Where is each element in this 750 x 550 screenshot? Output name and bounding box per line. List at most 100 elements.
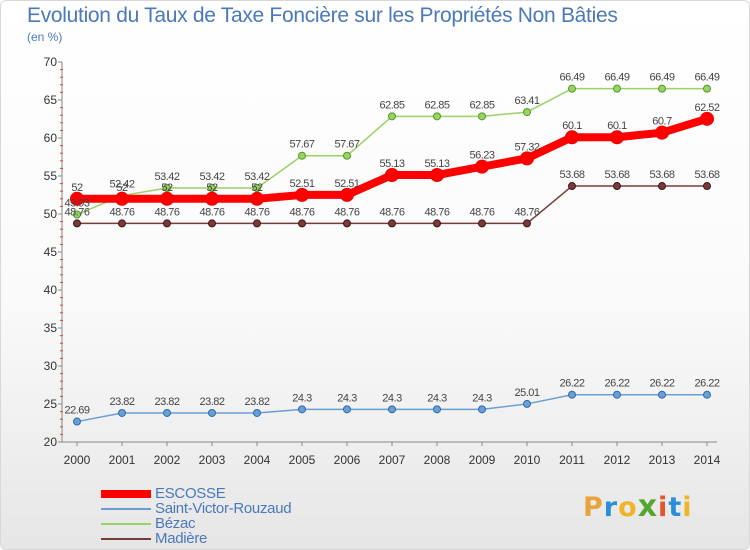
data-point-madi-re <box>568 182 576 191</box>
y-tick-label: 50 <box>44 207 58 221</box>
data-point-escosse <box>655 125 669 140</box>
data-point-madi-re <box>478 219 486 228</box>
logo-letter: x <box>637 489 659 524</box>
data-point-saint-victor-rouzaud <box>703 390 711 399</box>
data-label-b-zac: 66.49 <box>649 72 674 84</box>
data-point-escosse <box>115 191 129 206</box>
data-label-madi-re: 53.68 <box>694 169 719 181</box>
data-point-madi-re <box>703 182 711 191</box>
data-label-escosse: 62.52 <box>694 102 719 114</box>
data-label-escosse: 52 <box>206 182 218 194</box>
x-tick-label: 2013 <box>649 453 676 467</box>
legend-label: ESCOSSE <box>155 485 226 502</box>
data-point-escosse <box>70 191 84 206</box>
y-tick-label: 40 <box>44 283 58 297</box>
data-point-escosse <box>565 130 579 145</box>
data-label-saint-victor-rouzaud: 24.3 <box>337 392 357 404</box>
data-label-saint-victor-rouzaud: 26.22 <box>694 378 719 390</box>
data-label-b-zac: 66.49 <box>604 72 629 84</box>
legend-swatch <box>101 523 151 525</box>
data-point-saint-victor-rouzaud <box>388 405 396 414</box>
data-point-madi-re <box>163 219 171 228</box>
data-point-madi-re <box>253 219 261 228</box>
logo-letter: i <box>682 492 693 523</box>
data-label-saint-victor-rouzaud: 26.22 <box>559 378 584 390</box>
data-point-b-zac <box>478 112 486 121</box>
legend-swatch <box>101 538 151 540</box>
data-label-b-zac: 52.42 <box>109 179 134 191</box>
data-label-madi-re: 53.68 <box>559 169 584 181</box>
data-point-b-zac <box>388 112 396 121</box>
data-label-escosse: 52 <box>71 182 83 194</box>
data-label-madi-re: 53.68 <box>649 169 674 181</box>
data-label-escosse: 55.13 <box>424 158 449 170</box>
data-label-escosse: 55.13 <box>379 158 404 170</box>
proxiti-logo: Proxiti <box>583 489 693 524</box>
data-point-madi-re <box>658 182 666 191</box>
data-point-saint-victor-rouzaud <box>613 390 621 399</box>
data-label-b-zac: 62.85 <box>469 99 494 111</box>
data-label-madi-re: 48.76 <box>379 206 404 218</box>
data-label-madi-re: 53.68 <box>604 169 629 181</box>
data-label-b-zac: 53.42 <box>154 171 179 183</box>
data-point-madi-re <box>523 219 531 228</box>
data-point-madi-re <box>388 219 396 228</box>
data-point-saint-victor-rouzaud <box>433 405 441 414</box>
data-point-saint-victor-rouzaud <box>658 390 666 399</box>
x-tick-label: 2006 <box>334 453 361 467</box>
legend-label: Madière <box>155 530 208 547</box>
data-point-saint-victor-rouzaud <box>478 405 486 414</box>
y-tick-label: 35 <box>44 321 58 335</box>
data-label-saint-victor-rouzaud: 26.22 <box>649 378 674 390</box>
data-label-escosse: 52 <box>116 182 128 194</box>
data-label-b-zac: 53.42 <box>244 171 269 183</box>
legend-label: Saint-Victor-Rouzaud <box>155 500 292 517</box>
data-point-escosse <box>340 187 354 202</box>
data-label-escosse: 56.23 <box>469 150 494 162</box>
data-point-escosse <box>205 191 219 206</box>
y-tick-label: 25 <box>44 397 58 411</box>
data-label-b-zac: 62.85 <box>379 99 404 111</box>
data-point-escosse <box>475 159 489 174</box>
x-tick-label: 2014 <box>694 453 721 467</box>
data-point-b-zac <box>433 112 441 121</box>
legend-label: Bézac <box>155 515 196 532</box>
logo-letter: P <box>583 492 604 523</box>
data-point-saint-victor-rouzaud <box>73 417 81 426</box>
data-label-saint-victor-rouzaud: 24.3 <box>382 392 402 404</box>
data-point-madi-re <box>613 182 621 191</box>
data-label-b-zac: 57.67 <box>289 139 314 151</box>
y-tick-label: 65 <box>44 93 58 107</box>
x-tick-label: 2000 <box>64 453 91 467</box>
data-point-escosse <box>700 111 714 126</box>
data-point-b-zac <box>703 84 711 93</box>
x-tick-label: 2008 <box>424 453 451 467</box>
series-lines <box>70 84 714 426</box>
x-tick-label: 2011 <box>559 453 585 467</box>
x-tick-label: 2009 <box>469 453 496 467</box>
data-point-b-zac <box>613 84 621 93</box>
data-label-madi-re: 48.76 <box>334 206 359 218</box>
legend-swatch <box>101 508 151 510</box>
x-tick-label: 2003 <box>199 453 226 467</box>
y-tick-label: 55 <box>44 169 58 183</box>
legend-swatch <box>101 490 151 498</box>
data-label-saint-victor-rouzaud: 24.3 <box>292 392 312 404</box>
data-point-madi-re <box>433 219 441 228</box>
chart-title: Evolution du Taux de Taxe Foncière sur l… <box>27 4 618 27</box>
y-tick-label: 60 <box>44 131 58 145</box>
data-label-escosse: 60.1 <box>607 120 627 132</box>
logo-letter: r <box>603 492 619 523</box>
data-label-b-zac: 49.93 <box>64 198 89 210</box>
data-point-saint-victor-rouzaud <box>253 408 261 417</box>
data-labels: 22.69 23.82 23.82 23.82 23.82 24.3 24.3 24.3 24.… <box>64 72 720 417</box>
x-tick-label: 2010 <box>514 453 541 467</box>
data-point-b-zac <box>568 84 576 93</box>
data-point-b-zac <box>253 184 261 193</box>
y-tick-label: 70 <box>44 55 58 69</box>
data-label-escosse: 60.7 <box>652 116 672 128</box>
data-point-saint-victor-rouzaud <box>343 405 351 414</box>
y-tick-label: 20 <box>44 435 58 449</box>
data-label-madi-re: 48.76 <box>289 206 314 218</box>
